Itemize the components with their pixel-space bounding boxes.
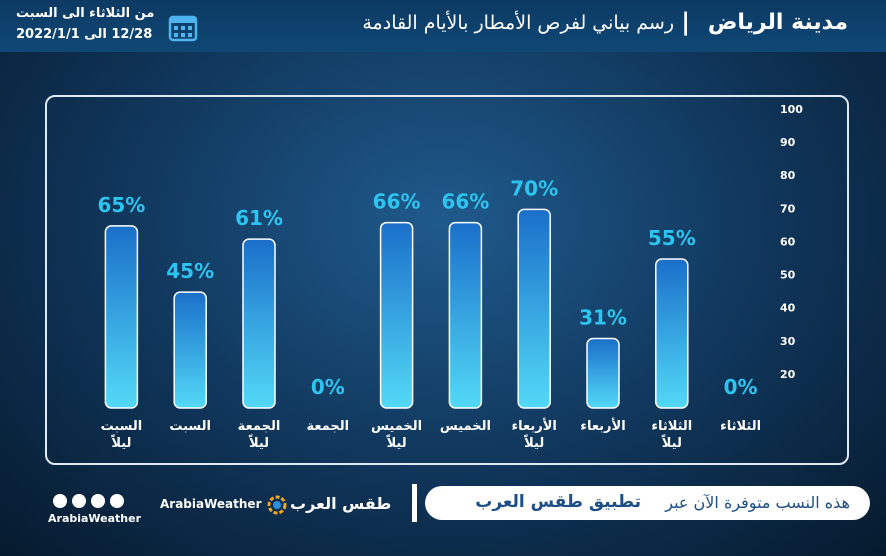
x-tick-label: الثلاثاء <box>720 419 762 434</box>
value-label: 31% <box>579 305 627 329</box>
social-icons <box>53 494 124 508</box>
calendar-icon <box>168 15 198 42</box>
value-label: 61% <box>235 206 283 230</box>
value-label: 65% <box>97 193 145 217</box>
value-label: 45% <box>166 259 214 283</box>
y-tick-label: 20 <box>780 368 796 381</box>
x-tick-label: الثلاثاء ليلاً <box>651 419 693 451</box>
date-range-dates: 12/28 الى 2022/1/1 <box>16 27 153 42</box>
header-bar <box>0 0 886 52</box>
brand-arabic: طقس العرب <box>290 494 392 513</box>
x-tick-label: الجمعة ليلاً <box>237 419 281 451</box>
y-tick-label: 80 <box>780 169 796 182</box>
y-tick-label: 40 <box>780 302 796 315</box>
divider <box>412 484 417 522</box>
value-label: 55% <box>648 226 696 250</box>
x-tick-label: السبت ليلاً <box>100 419 143 451</box>
y-tick-label: 30 <box>780 335 796 348</box>
brand-english: ArabiaWeather <box>160 497 262 511</box>
y-tick-label: 60 <box>780 235 796 248</box>
value-label: 0% <box>311 375 345 399</box>
value-label: 66% <box>373 190 421 214</box>
value-label: 70% <box>510 176 558 200</box>
bar <box>379 221 414 409</box>
chart-panel <box>45 95 849 465</box>
y-tick-label: 50 <box>780 269 796 282</box>
bar <box>586 337 620 409</box>
bar <box>242 238 276 409</box>
logo <box>267 495 287 515</box>
x-tick-label: السبت <box>169 419 211 434</box>
x-tick-label: الخميس ليلاً <box>371 419 423 451</box>
separator: | <box>681 8 690 36</box>
value-label: 0% <box>724 375 758 399</box>
x-tick-label: الجمعة <box>306 419 350 434</box>
x-tick-label: الخميس <box>439 419 491 434</box>
bar <box>448 221 483 409</box>
y-tick-label: 100 <box>780 103 803 116</box>
bar <box>173 291 207 409</box>
footer-pill <box>425 486 870 520</box>
x-tick-label: الأربعاء ليلاً <box>511 419 557 451</box>
chart-title: رسم بياني لفرص الأمطار بالأيام القادمة <box>362 12 674 34</box>
social-handle: ArabiaWeather <box>48 512 142 525</box>
city-name: مدينة الرياض <box>707 10 848 35</box>
date-range-days: من الثلاثاء الى السبت <box>16 6 155 21</box>
x-tick-label: الأربعاء <box>580 419 626 434</box>
footer-app: تطبيق طقس العرب <box>475 492 641 512</box>
bar <box>655 258 689 409</box>
value-label: 66% <box>441 190 489 214</box>
y-tick-label: 90 <box>780 136 796 149</box>
bar <box>517 208 551 409</box>
footer-note: هذه النسب متوفرة الآن عبر <box>665 493 850 512</box>
bar <box>104 225 139 409</box>
y-tick-label: 70 <box>780 202 796 215</box>
